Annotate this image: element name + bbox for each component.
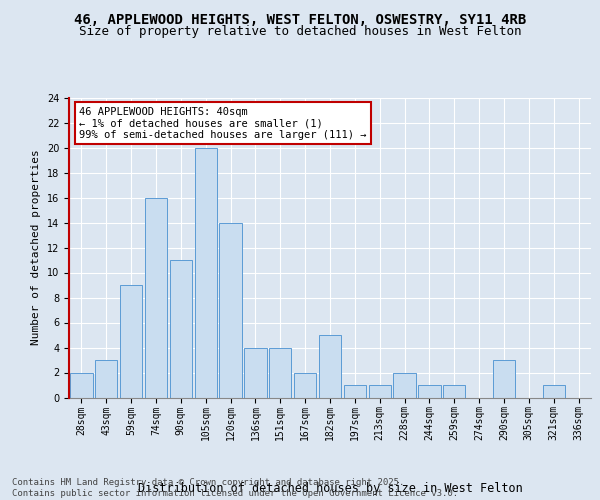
Bar	[220, 222, 242, 398]
Bar	[95, 360, 118, 398]
Text: Contains HM Land Registry data © Crown copyright and database right 2025.
Contai: Contains HM Land Registry data © Crown c…	[12, 478, 458, 498]
Bar	[542, 385, 565, 398]
Bar	[319, 335, 341, 398]
Text: 46, APPLEWOOD HEIGHTS, WEST FELTON, OSWESTRY, SY11 4RB: 46, APPLEWOOD HEIGHTS, WEST FELTON, OSWE…	[74, 12, 526, 26]
Bar	[120, 285, 142, 398]
Bar	[269, 348, 292, 398]
Y-axis label: Number of detached properties: Number of detached properties	[31, 150, 41, 346]
Bar	[394, 372, 416, 398]
Bar	[344, 385, 366, 398]
X-axis label: Distribution of detached houses by size in West Felton: Distribution of detached houses by size …	[137, 482, 523, 495]
Bar	[368, 385, 391, 398]
Bar	[70, 372, 92, 398]
Bar	[145, 198, 167, 398]
Bar	[244, 348, 266, 398]
Bar	[443, 385, 466, 398]
Bar	[418, 385, 440, 398]
Text: Size of property relative to detached houses in West Felton: Size of property relative to detached ho…	[79, 25, 521, 38]
Bar	[493, 360, 515, 398]
Bar	[194, 148, 217, 398]
Text: 46 APPLEWOOD HEIGHTS: 40sqm
← 1% of detached houses are smaller (1)
99% of semi-: 46 APPLEWOOD HEIGHTS: 40sqm ← 1% of deta…	[79, 106, 367, 140]
Bar	[294, 372, 316, 398]
Bar	[170, 260, 192, 398]
